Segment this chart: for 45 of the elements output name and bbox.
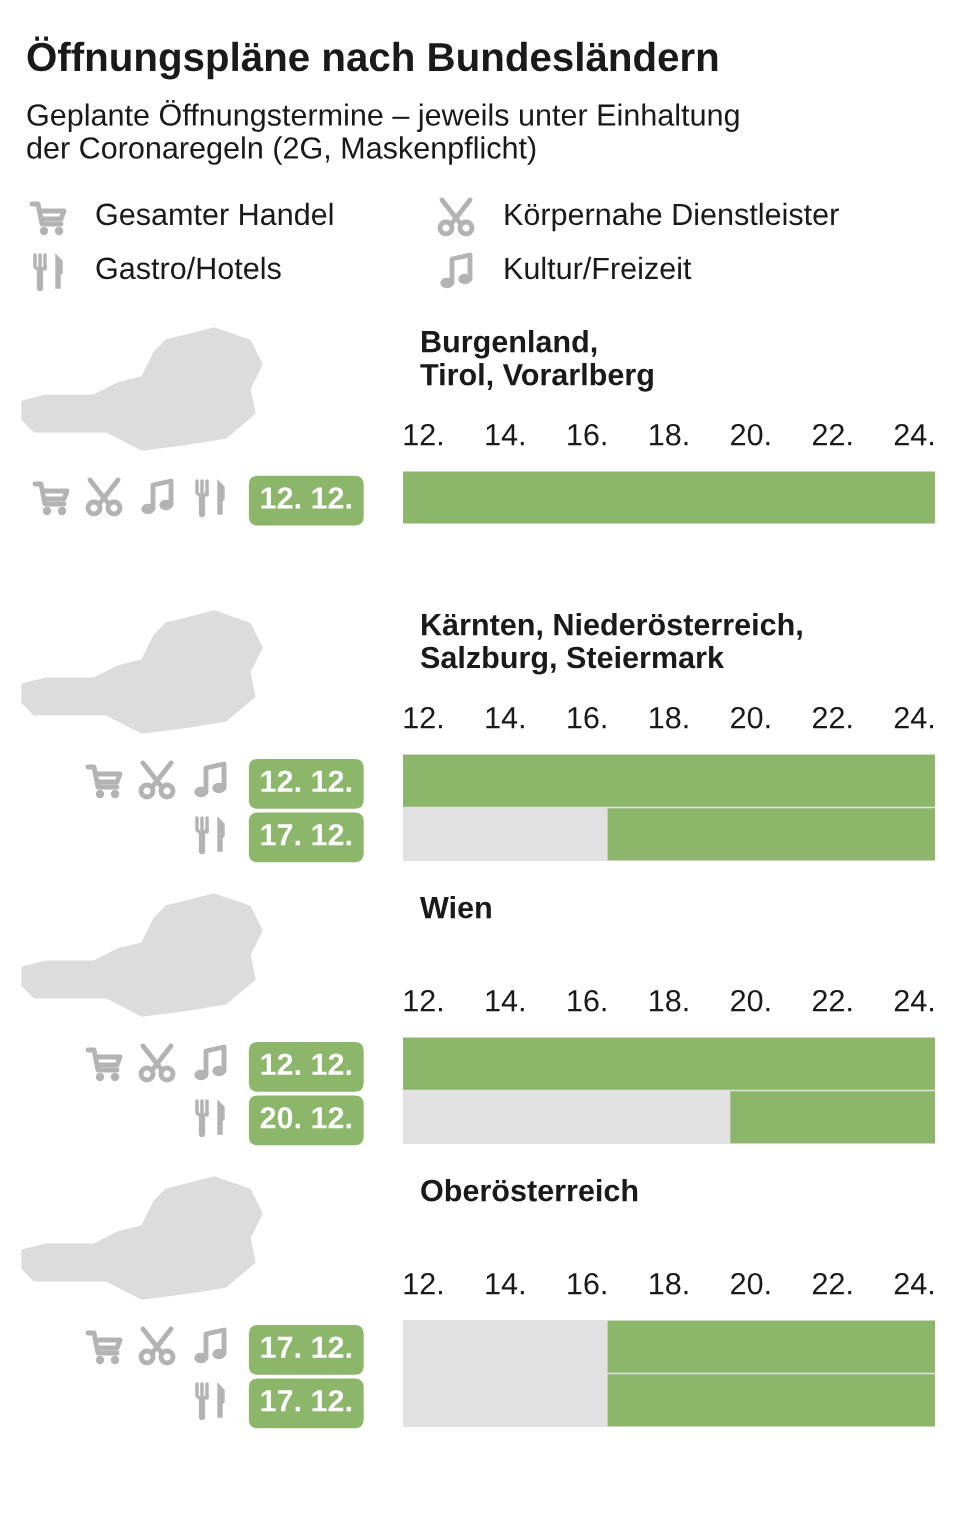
y-tick-label: 17. 12.: [261, 1336, 351, 1358]
text: Gastro/Hotels: [96, 256, 281, 280]
x-tick-label: 16.: [568, 423, 606, 446]
text: Kultur/Freizeit: [505, 256, 692, 280]
x-tick-label: 16.: [568, 706, 606, 729]
x-tick-label: 24.: [894, 989, 933, 1012]
y-tick-label: 20. 12.: [260, 1106, 351, 1129]
x-tick-label: 24.: [894, 423, 933, 446]
x-tick-label: 24.: [894, 1272, 933, 1295]
text: Gesamter Handel: [96, 202, 333, 226]
x-tick-label: 22.: [812, 1272, 852, 1295]
x-tick-label: 22.: [812, 989, 852, 1012]
x-tick-label: 20.: [731, 423, 770, 446]
x-tick-label: 20.: [731, 1272, 770, 1295]
x-tick-label: 24.: [894, 706, 933, 729]
y-tick-label: 12. 12.: [261, 770, 351, 792]
x-tick-label: 18.: [650, 1272, 688, 1295]
text: Öffnungspläne nach Bundesländern: [27, 36, 718, 80]
x-tick-label: 20.: [731, 989, 770, 1012]
x-tick-label: 12.: [404, 1272, 442, 1295]
chart-title: Oberösterreich: [421, 1179, 638, 1202]
x-tick-label: 14.: [486, 990, 524, 1012]
y-tick-label: 12. 12.: [261, 1053, 351, 1075]
chart-title: Wien: [420, 896, 491, 919]
text: Körpernahe Dienstleister: [505, 202, 839, 232]
x-tick-label: 12.: [404, 989, 442, 1012]
x-tick-label: 18.: [650, 706, 688, 729]
x-tick-label: 18.: [650, 989, 688, 1012]
chart-title: Burgenland, Tirol, Vorarlberg: [420, 330, 653, 392]
x-tick-label: 12.: [404, 423, 442, 446]
x-tick-label: 18.: [650, 423, 688, 446]
y-tick-label: 17. 12.: [261, 823, 351, 846]
y-tick-label: 17. 12.: [261, 1389, 351, 1412]
x-tick-label: 22.: [812, 423, 852, 446]
x-tick-label: 12.: [404, 706, 442, 729]
chart-title: Kärnten, Niederösterreich, Salzburg, Steiermark: [420, 613, 802, 675]
y-tick-label: 12. 12.: [261, 487, 351, 509]
x-tick-label: 20.: [731, 706, 770, 729]
x-tick-label: 14.: [486, 424, 524, 446]
x-tick-label: 16.: [568, 1272, 606, 1295]
x-tick-label: 22.: [812, 706, 852, 729]
x-tick-label: 14.: [486, 707, 524, 729]
x-tick-label: 16.: [568, 989, 606, 1012]
text: Geplante Öffnungstermine – jeweils unter Einhaltung der Coronaregeln (2G, Maskenpflicht): [27, 100, 739, 165]
x-tick-label: 14.: [486, 1273, 524, 1295]
